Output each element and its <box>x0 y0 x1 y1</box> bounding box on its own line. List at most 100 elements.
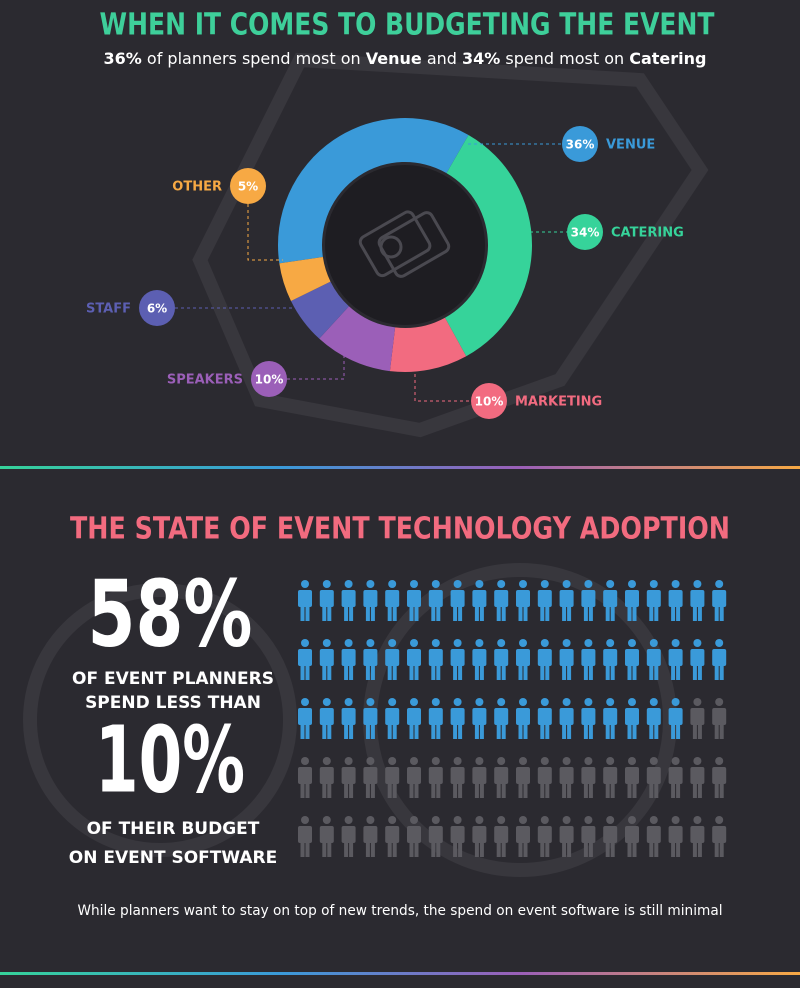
person-head <box>431 698 440 706</box>
donut-segment <box>445 135 532 357</box>
person-body <box>450 649 465 666</box>
donut-segment <box>389 317 467 372</box>
person-leg <box>545 665 550 680</box>
person-icon <box>625 757 639 798</box>
person-body <box>472 826 487 843</box>
person-icon <box>646 580 661 621</box>
person-body <box>319 708 334 725</box>
person-leg <box>697 724 702 739</box>
person-head <box>431 816 440 824</box>
person-body <box>450 590 465 607</box>
person-leg <box>632 606 637 621</box>
bill <box>358 210 432 278</box>
person-leg <box>583 724 588 739</box>
person-leg <box>540 665 545 680</box>
section-title: THE STATE OF EVENT TECHNOLOGY ADOPTION <box>70 512 730 547</box>
person-leg <box>496 724 501 739</box>
person-leg <box>414 842 419 857</box>
person-icon <box>319 639 334 680</box>
person-body <box>537 826 552 843</box>
person-leg <box>671 665 676 680</box>
person-body <box>472 590 487 607</box>
person-body <box>516 708 530 725</box>
person-head <box>606 816 615 824</box>
person-leg <box>649 606 654 621</box>
person-leg <box>431 842 436 857</box>
person-icon <box>559 757 574 798</box>
person-body <box>407 590 421 607</box>
person-leg <box>392 783 397 798</box>
person-leg <box>365 724 370 739</box>
person-leg <box>605 783 610 798</box>
person-leg <box>697 606 702 621</box>
person-leg <box>523 842 528 857</box>
person-leg <box>305 606 310 621</box>
person-head <box>410 816 418 824</box>
person-body <box>385 590 400 607</box>
person-icon <box>581 580 596 621</box>
person-leg <box>431 783 436 798</box>
person-leg <box>714 724 719 739</box>
person-leg <box>545 842 550 857</box>
person-head <box>344 698 353 706</box>
person-leg <box>305 724 310 739</box>
person-body <box>298 826 312 843</box>
person-head <box>715 698 724 706</box>
person-leg <box>474 842 479 857</box>
person-leg <box>610 783 615 798</box>
person-leg <box>654 606 659 621</box>
leader-line <box>287 334 345 380</box>
person-leg <box>300 724 305 739</box>
person-leg <box>697 665 702 680</box>
person-head <box>497 757 506 765</box>
person-head <box>497 698 506 706</box>
person-icon <box>712 757 727 798</box>
person-head <box>301 580 309 588</box>
person-body <box>494 590 509 607</box>
person-head <box>715 816 724 824</box>
person-icon <box>385 580 400 621</box>
person-leg <box>322 724 327 739</box>
person-icon <box>450 816 465 857</box>
threshold-text: OF THEIR BUDGET <box>87 819 260 839</box>
person-leg <box>458 606 463 621</box>
person-body <box>559 826 574 843</box>
person-head <box>366 698 375 706</box>
person-head <box>410 757 418 765</box>
person-leg <box>474 783 479 798</box>
person-head <box>649 639 658 647</box>
person-icon <box>690 698 705 739</box>
person-head <box>715 580 724 588</box>
person-icon <box>516 816 530 857</box>
person-head <box>540 816 549 824</box>
person-leg <box>436 724 441 739</box>
person-leg <box>627 724 632 739</box>
person-body <box>298 649 312 666</box>
person-body <box>581 708 596 725</box>
value-label: 10% <box>255 373 284 387</box>
person-leg <box>627 842 632 857</box>
person-icon <box>472 580 487 621</box>
person-head <box>453 639 462 647</box>
person-body <box>625 649 639 666</box>
person-leg <box>387 606 392 621</box>
person-icon <box>363 580 378 621</box>
person-icon <box>472 816 487 857</box>
person-leg <box>523 724 528 739</box>
person-leg <box>349 724 354 739</box>
person-leg <box>676 606 681 621</box>
person-head <box>671 757 680 765</box>
person-body <box>319 767 334 784</box>
person-head <box>322 639 331 647</box>
person-body <box>298 590 312 607</box>
person-icon <box>603 698 618 739</box>
donut-segment <box>319 306 396 372</box>
person-leg <box>501 606 506 621</box>
person-leg <box>627 665 632 680</box>
person-leg <box>588 783 593 798</box>
person-leg <box>562 665 567 680</box>
person-icon <box>668 698 683 739</box>
person-body <box>559 590 574 607</box>
person-leg <box>610 724 615 739</box>
person-body <box>668 649 683 666</box>
